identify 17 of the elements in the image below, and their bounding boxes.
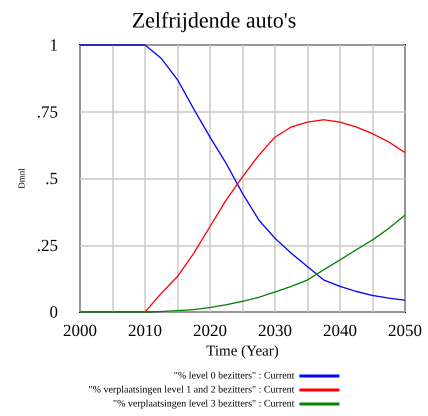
y-tick-label: .25: [36, 236, 58, 255]
x-axis-title: Time (Year): [206, 343, 279, 360]
x-tick-label: 2000: [63, 321, 97, 340]
y-tick-label: .75: [36, 102, 58, 122]
y-tick-label: 0: [50, 302, 58, 322]
y-axis-title: Dmnl: [16, 168, 26, 189]
legend-label: "% verplaatsingen level 3 bezitters" : Current: [113, 398, 295, 410]
legend-label: "% level 0 bezitters" : Current: [174, 370, 295, 382]
x-tick-label: 2020: [193, 321, 227, 340]
x-tick-label: 2040: [323, 321, 357, 340]
x-tick-label: 2010: [128, 321, 162, 340]
x-tick-label: 2030: [258, 321, 292, 340]
y-tick-label: .5: [45, 169, 58, 188]
legend-label: "% verplaatsingen level 1 and 2 bezitters" : Current: [88, 384, 295, 396]
y-tick-label: 1: [50, 36, 58, 54]
x-tick-label: 2050: [388, 321, 422, 340]
chart-title: Zelfrijdende auto's: [132, 8, 296, 32]
